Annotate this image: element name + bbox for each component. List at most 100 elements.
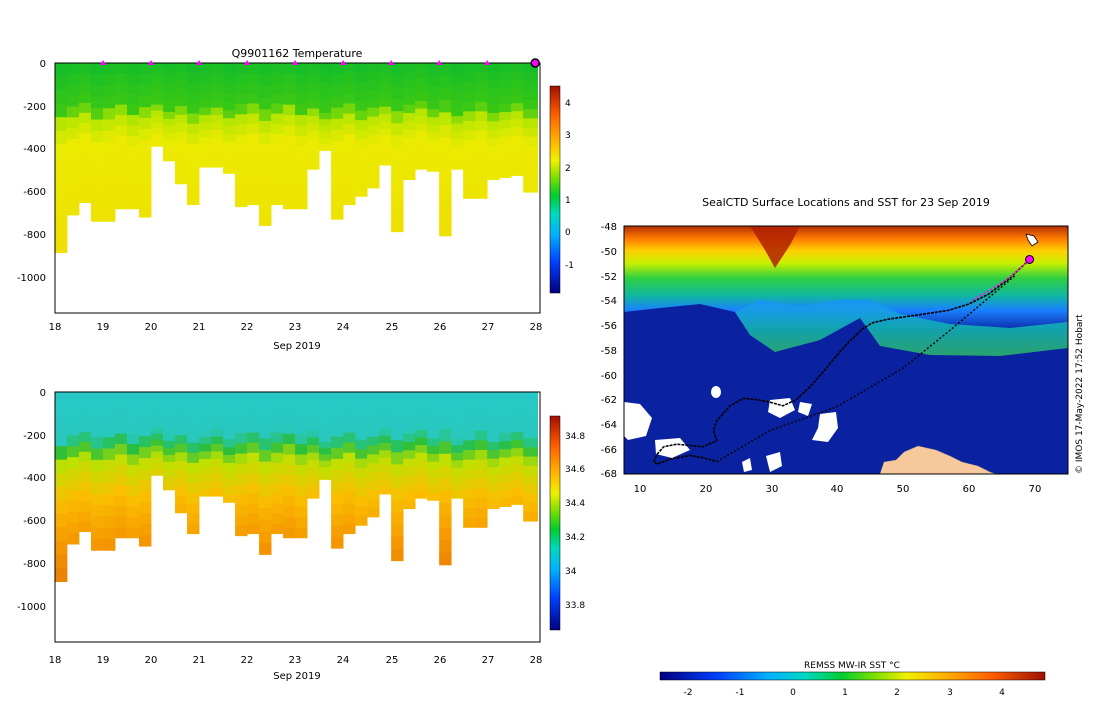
profile-cell	[139, 107, 152, 119]
profile-cell	[211, 451, 224, 460]
profile-markers	[100, 58, 540, 68]
profile-cell	[91, 459, 104, 472]
profile-cell	[439, 211, 452, 224]
x-tick: 24	[337, 655, 350, 666]
profile-cell	[367, 463, 380, 473]
salinity-colorbar	[549, 415, 561, 631]
profile-cell	[523, 164, 538, 175]
profile-cell	[319, 106, 332, 114]
profile-cell	[427, 446, 440, 455]
profile-cell	[187, 184, 200, 195]
profile-cell	[163, 118, 176, 127]
profile-cell	[247, 503, 260, 514]
profile-cell	[163, 447, 176, 456]
profile-cell	[235, 525, 248, 537]
profile-cell	[499, 408, 512, 417]
x-tick: 27	[482, 322, 495, 333]
profile-marker	[100, 60, 107, 65]
profile-cell	[283, 115, 296, 126]
profile-cell	[151, 397, 164, 405]
profile-cell	[463, 517, 476, 528]
profile-cell	[67, 171, 80, 183]
profile-cell	[355, 487, 368, 498]
salinity-x-ticks: 18 19 20 21 22 23 24 25 26 27 28	[49, 655, 543, 666]
profile-cell	[355, 120, 368, 131]
profile-cell	[103, 142, 116, 154]
x-tick: 28	[530, 322, 543, 333]
profile-cell	[235, 186, 248, 197]
profile-cell	[247, 392, 260, 403]
profile-cell	[367, 125, 380, 135]
profile-cell	[355, 110, 368, 121]
profile-cell	[223, 486, 236, 495]
profile-cell	[283, 198, 296, 210]
profile-cell	[343, 113, 356, 125]
profile-cell	[307, 407, 320, 416]
colorbar-tick: 34.6	[565, 465, 585, 475]
profile-cell	[211, 137, 224, 146]
x-tick: 27	[482, 655, 495, 666]
profile-cell	[319, 100, 332, 108]
profile-cell	[79, 431, 92, 443]
profile-cell	[247, 513, 260, 524]
profile-cell	[355, 167, 368, 178]
profile-cell	[391, 171, 404, 184]
profile-cell	[343, 73, 356, 84]
x-tick: 23	[289, 322, 302, 333]
profile-cell	[415, 452, 428, 461]
profile-cell	[403, 121, 416, 131]
profile-cell	[187, 452, 200, 464]
profile-cell	[151, 463, 164, 470]
profile-cell	[127, 527, 140, 539]
y-tick: -1000	[17, 602, 46, 613]
profile-cell	[295, 402, 308, 414]
x-tick: 26	[434, 322, 447, 333]
profile-cell	[499, 441, 512, 450]
profile-cell	[487, 63, 500, 72]
profile-cell	[67, 392, 80, 404]
profile-cell	[55, 63, 68, 77]
profile-cell	[127, 475, 140, 487]
profile-cell	[355, 477, 368, 488]
profile-cell	[499, 482, 512, 491]
profile-cell	[139, 74, 152, 86]
profile-cell	[139, 447, 152, 459]
profile-cell	[259, 144, 272, 157]
profile-cell	[115, 177, 128, 189]
profile-cell	[271, 503, 284, 514]
profile-cell	[91, 63, 104, 75]
profile-cell	[451, 445, 464, 454]
profile-cell	[139, 162, 152, 174]
profile-cell	[223, 63, 236, 72]
sst-colorbar-panel: REMSS MW-IR SST °C -2 -1 0 1 2 3 4	[659, 661, 1046, 698]
profile-cell	[427, 392, 440, 401]
profile-cell	[175, 495, 188, 505]
colorbar-tick: 33.8	[565, 601, 585, 611]
profile-marker	[340, 60, 347, 65]
profile-cell	[187, 422, 200, 433]
profile-cell	[427, 93, 440, 103]
profile-cell	[487, 154, 500, 164]
profile-cell	[379, 121, 392, 130]
x-tick: 19	[97, 655, 110, 666]
profile-cell	[523, 173, 538, 184]
profile-cell	[487, 163, 500, 172]
profile-cell	[331, 514, 344, 527]
profile-cell	[271, 452, 284, 464]
profile-cell	[439, 404, 452, 418]
profile-cell	[163, 104, 176, 113]
profile-cell	[331, 470, 344, 482]
profile-cell	[175, 175, 188, 185]
profile-cell	[415, 131, 428, 140]
profile-cell	[271, 133, 284, 145]
profile-cell	[199, 85, 212, 94]
profile-cell	[391, 536, 404, 550]
profile-cell	[187, 442, 200, 454]
profile-cell	[487, 400, 500, 410]
profile-cell	[319, 404, 332, 412]
profile-cell	[391, 87, 404, 100]
profile-cell	[367, 161, 380, 171]
profile-cell	[175, 97, 188, 107]
profile-cell	[295, 433, 308, 445]
colorbar-tick: 4	[999, 688, 1005, 698]
